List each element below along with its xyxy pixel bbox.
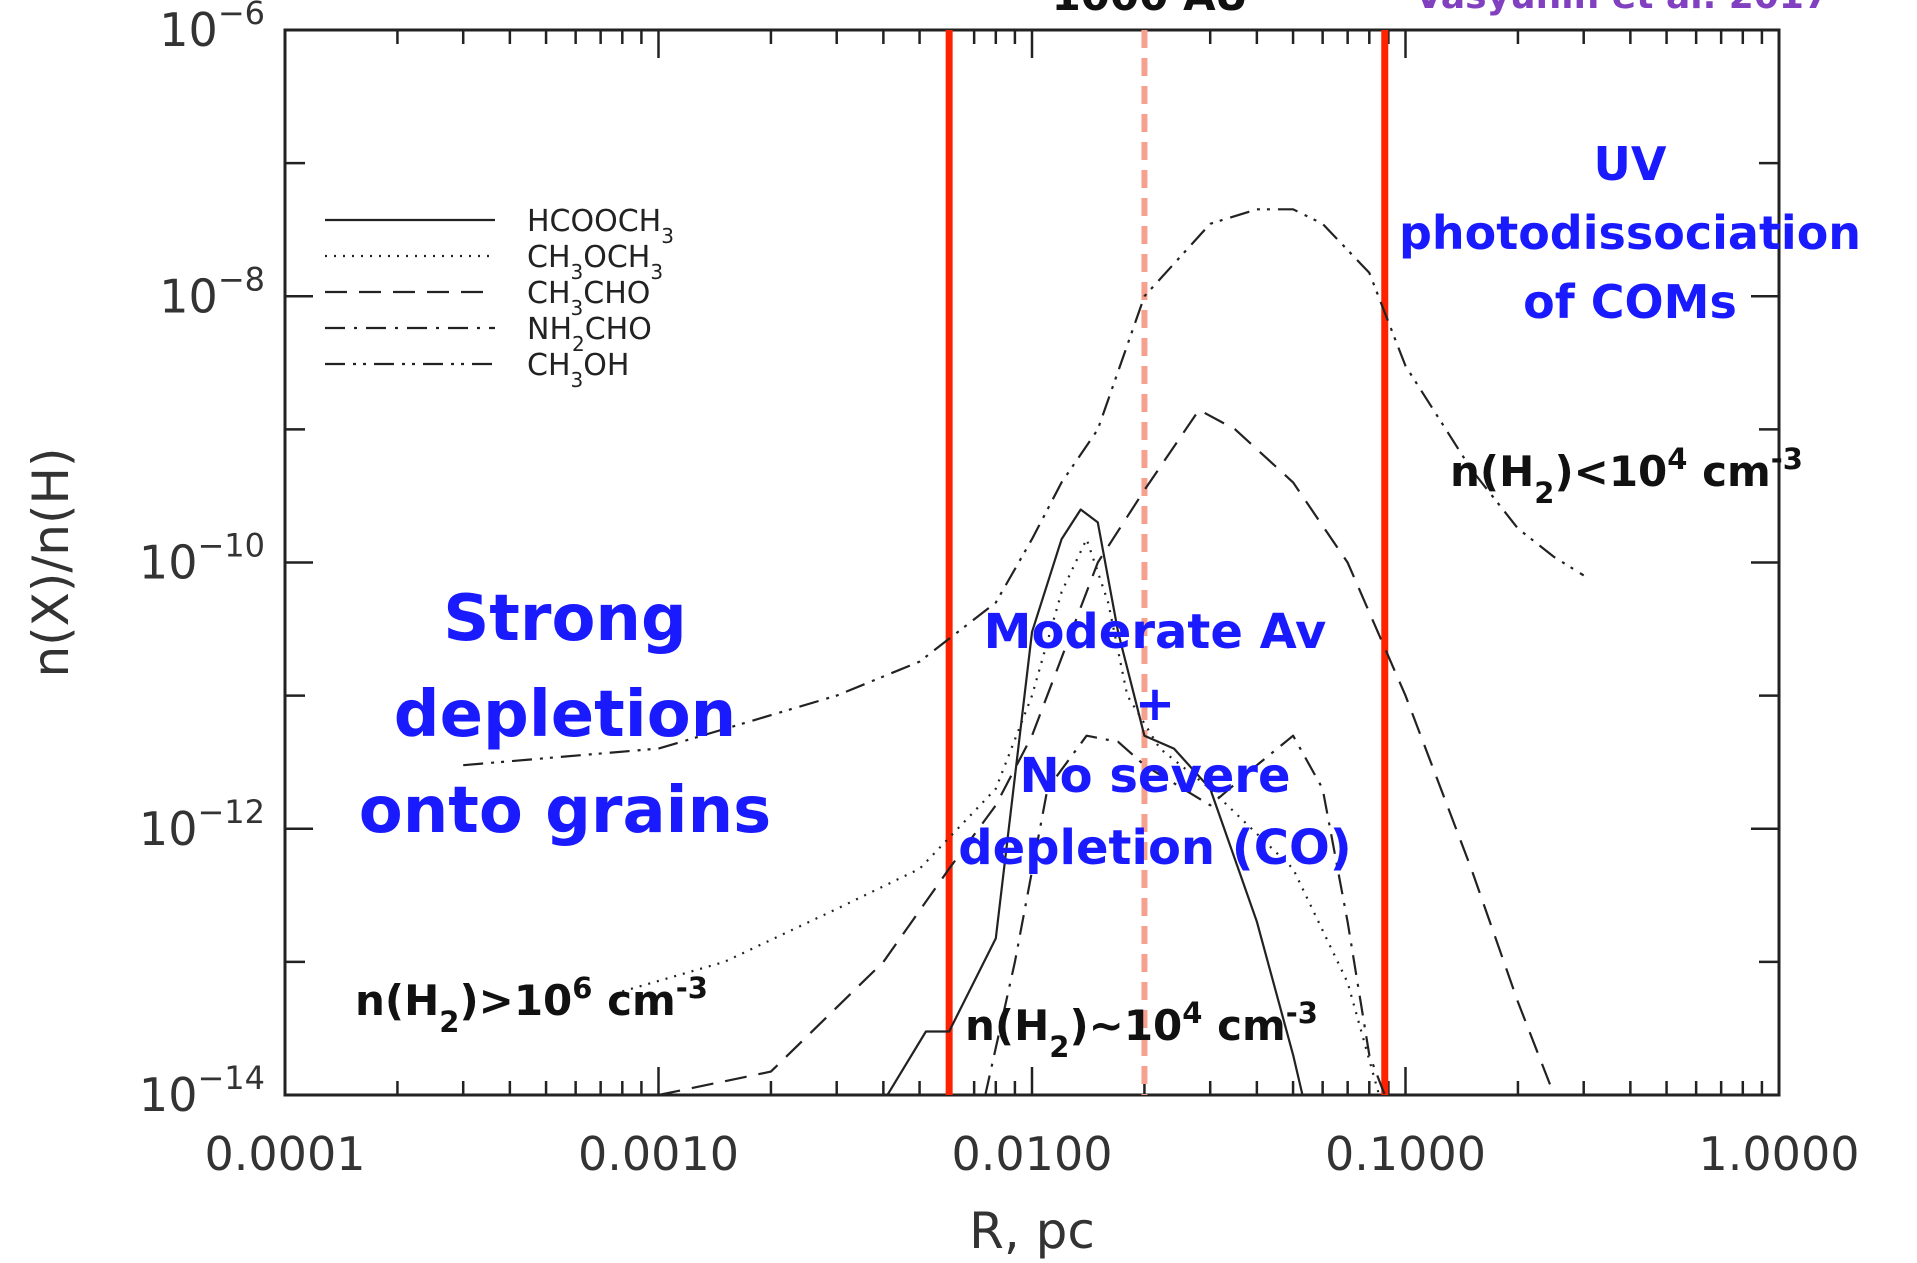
citation-label: Vasyunin et al. 2017 [1415, 0, 1829, 17]
reference-lines [945, 30, 1389, 1095]
density-label: n(H2)~104 cm-3 [965, 996, 1318, 1064]
annotation-region: UV photodissociation of COMs [1399, 137, 1861, 329]
density-label: n(H2)>106 cm-3 [355, 971, 708, 1039]
annotation-region: Strong depletion onto grains [359, 582, 772, 848]
x-tick-label: 0.0001 [205, 1127, 366, 1181]
legend-label: CH3OH [527, 348, 629, 392]
x-tick-label: 0.1000 [1325, 1127, 1486, 1181]
plot-frame [283, 28, 1781, 1097]
annotation-region: Moderate Av + No severe depletion (CO) [958, 604, 1351, 876]
density-label: n(H2)<104 cm-3 [1450, 442, 1803, 510]
scale-label: 1000 AU [1052, 0, 1249, 20]
series-lines [463, 208, 1585, 1095]
y-tick-label: 10−10 [139, 527, 265, 590]
legend-label: NH2CHO [527, 312, 652, 356]
y-axis-title: n(X)/n(H) [22, 447, 80, 677]
legend-label: HCOOCH3 [527, 204, 674, 248]
annotations: Strong depletion onto grains Moderate Av + No… [355, 137, 1861, 1064]
series-line-ch3oh [463, 208, 1585, 767]
y-tick-label: 10−8 [159, 260, 265, 323]
y-tick-label: 10−14 [139, 1059, 265, 1122]
x-tick-label: 1.0000 [1699, 1127, 1860, 1181]
y-tick-label: 10−12 [139, 793, 265, 856]
series-line-hcooch3 [886, 508, 1304, 1095]
series-line-nh2cho [984, 734, 1386, 1095]
x-tick-label: 0.0100 [952, 1127, 1113, 1181]
series-line-ch3cho [658, 408, 1556, 1095]
legend-label: CH3CHO [527, 276, 650, 320]
x-tick-label: 0.0010 [578, 1127, 739, 1181]
y-tick-label: 10−6 [159, 0, 265, 57]
x-axis-title: R, pc [969, 1202, 1095, 1260]
legend-label: CH3OCH3 [527, 240, 663, 284]
series-line-ch3och3 [621, 538, 1381, 1095]
axes: 0.0001 0.0010 0.0100 0.1000 1.0000 10−14 10−12… [22, 0, 1859, 1260]
top-labels: 1000 AU Vasyunin et al. 2017 [1052, 0, 1829, 20]
